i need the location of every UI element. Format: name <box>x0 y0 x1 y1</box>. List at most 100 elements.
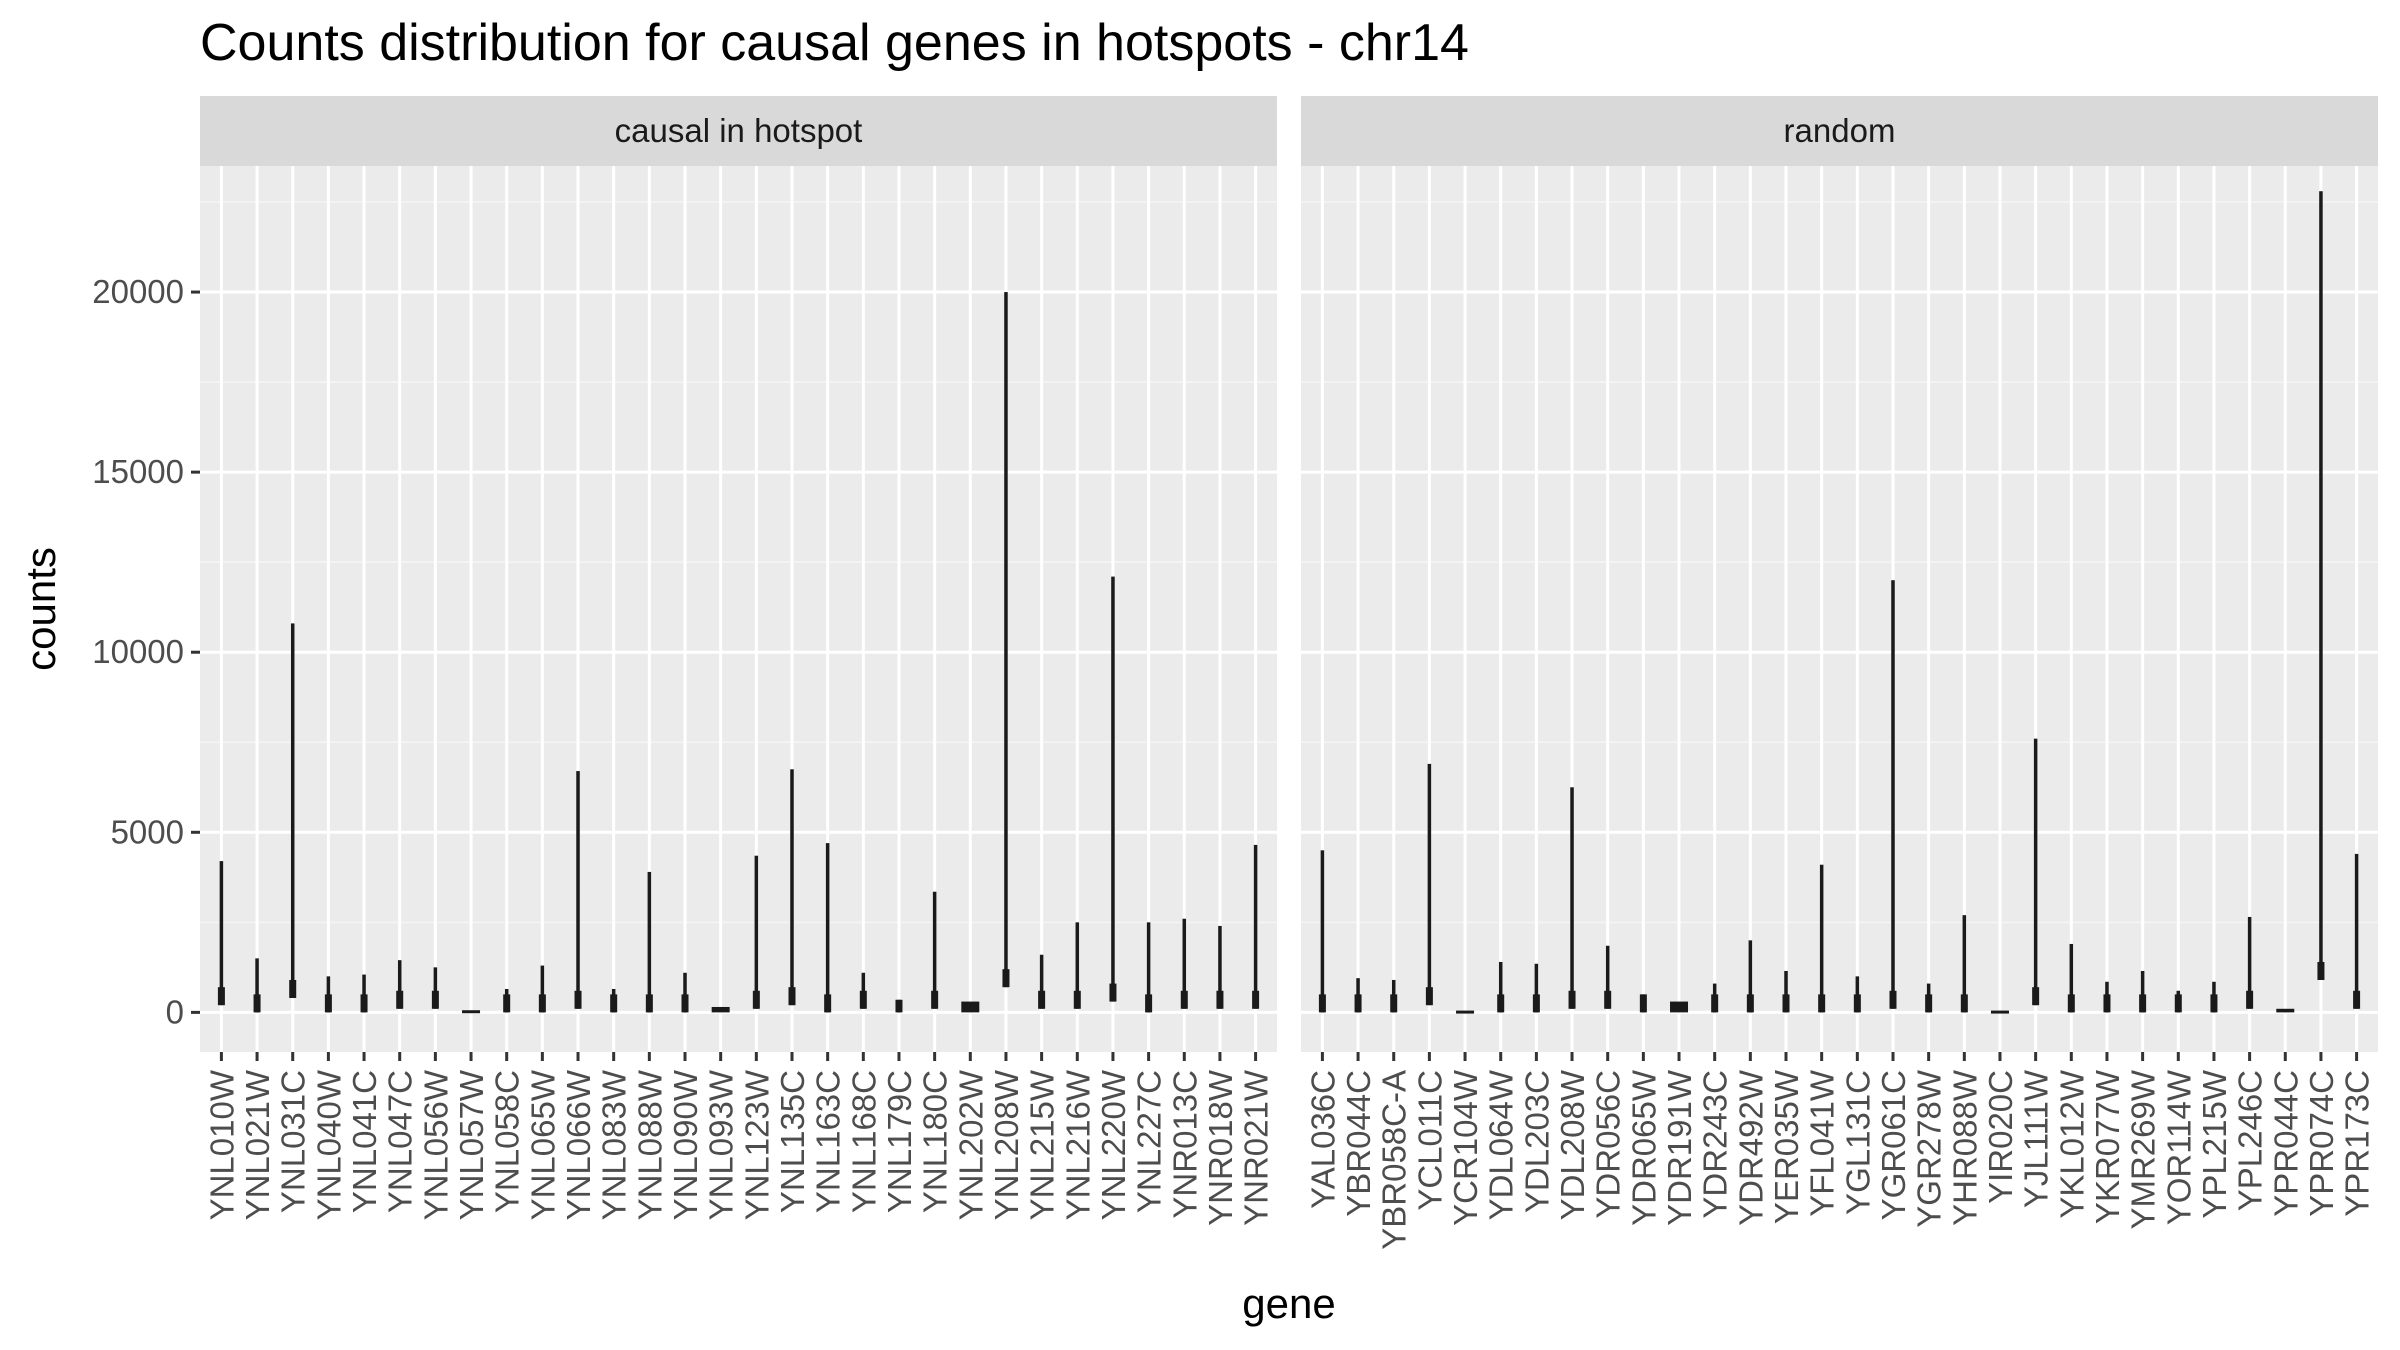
x-tick-label: YNL010W <box>203 1069 240 1220</box>
x-tick-label: YNR018W <box>1202 1069 1239 1226</box>
facet-strip-label: causal in hotspot <box>615 112 863 149</box>
violin-base-YNL227C <box>1145 994 1153 1013</box>
x-tick-label: YNL163C <box>810 1070 847 1213</box>
x-tick-label: YKR077W <box>2089 1069 2126 1224</box>
violin-base-YNL163C <box>824 994 832 1013</box>
violin-base-YNL065W <box>538 994 546 1013</box>
violin-base-YNL135C <box>788 987 796 1006</box>
violin-YNL163C <box>825 843 830 1013</box>
x-tick-label: YNL179C <box>881 1070 918 1213</box>
violin-base-YGR061C <box>1889 990 1897 1009</box>
violin-base-YNL056W <box>431 990 439 1009</box>
violin-base-YNL220W <box>1109 983 1117 1002</box>
x-tick-label: YBR044C <box>1340 1070 1377 1217</box>
x-tick-label: YPR044C <box>2267 1070 2304 1217</box>
violin-base-YAL036C <box>1318 994 1326 1013</box>
violin-base-YMR269W <box>2139 994 2147 1013</box>
x-tick-label: YFL041W <box>1804 1069 1841 1217</box>
violin-base-YNL047C <box>396 990 404 1009</box>
violin-YPL246C <box>2247 916 2252 1009</box>
violin-YAL036C <box>1320 850 1325 1013</box>
violin-base-YFL041W <box>1818 994 1826 1013</box>
x-axis-title: gene <box>1242 1280 1335 1327</box>
violin-YDL208W <box>1570 787 1574 1009</box>
violin-YGR061C <box>1891 580 1895 1009</box>
violin-base-YKR077W <box>2103 994 2111 1013</box>
violin-YHR088W <box>1962 915 1967 1013</box>
violin-YJL111W <box>2033 738 2038 1006</box>
violin-YDL064W <box>1498 961 1503 1013</box>
x-tick-label: YNL041C <box>346 1070 383 1213</box>
violin-base-YDR243C <box>1711 994 1719 1013</box>
violin-YNL208W <box>1004 292 1008 988</box>
x-tick-label: YNL047C <box>382 1070 419 1213</box>
x-tick-label: YDL203C <box>1518 1070 1555 1213</box>
violin-base-YBR044C <box>1354 994 1362 1013</box>
violin-base-YNL179C <box>895 999 903 1013</box>
violin-YNR018W <box>1218 925 1222 1009</box>
violin-base-YNL010W <box>217 987 225 1006</box>
x-tick-label: YNL202W <box>952 1069 989 1220</box>
violin-base-YNL208W <box>1002 969 1010 988</box>
violin-base-YDL064W <box>1497 994 1505 1013</box>
violin-YNL057W <box>462 1010 481 1014</box>
violin-YNL093W <box>711 1006 730 1013</box>
x-tick-label: YJL111W <box>2018 1069 2055 1208</box>
x-tick-label: YNL180C <box>917 1070 954 1213</box>
facet-strip <box>200 96 1277 166</box>
x-tick-label: YIR020C <box>1982 1070 2019 1204</box>
violin-base-YNL168C <box>859 990 867 1009</box>
violin-base-YPL215W <box>2210 994 2218 1013</box>
x-tick-label: YNL031C <box>275 1070 312 1213</box>
violin-base-YPR173C <box>2353 990 2361 1009</box>
violin-YNL040W <box>326 976 331 1013</box>
x-tick-label: YNL021W <box>239 1069 276 1220</box>
violin-YCL011C <box>1427 763 1432 1006</box>
facet-strip-label: random <box>1784 112 1896 149</box>
x-tick-label: YNL083W <box>596 1069 633 1220</box>
violin-base-YNL066W <box>574 990 582 1009</box>
x-tick-label: YNL135C <box>774 1070 811 1213</box>
violin-YNL227C <box>1146 922 1151 1013</box>
violin-base-YNL040W <box>324 994 332 1013</box>
x-tick-label: YNL220W <box>1095 1069 1132 1220</box>
panel-background <box>200 166 1277 1052</box>
x-tick-label: YGR061C <box>1875 1070 1912 1220</box>
x-tick-label: YNL057W <box>453 1069 490 1220</box>
violin-YDL203C <box>1534 963 1539 1013</box>
violin-YNR013C <box>1182 918 1187 1009</box>
x-tick-label: YPR173C <box>2339 1070 2376 1217</box>
violin-base-YER035W <box>1782 994 1790 1013</box>
violin-YNL180C <box>932 891 937 1009</box>
x-tick-label: YDR056C <box>1590 1070 1627 1219</box>
y-axis-title: counts <box>17 547 64 671</box>
panel-background <box>1301 166 2378 1052</box>
y-tick-label: 0 <box>166 993 184 1030</box>
violin-YDR056C <box>1605 945 1610 1009</box>
violin-base-YNL123W <box>752 990 760 1009</box>
x-tick-label: YOR114W <box>2160 1069 2197 1225</box>
x-tick-label: YNL208W <box>988 1069 1025 1220</box>
violin-base-YNL021W <box>253 994 261 1013</box>
violin-base-YNL216W <box>1073 990 1081 1009</box>
x-tick-label: YPL215W <box>2196 1069 2233 1218</box>
violin-base-YKL012W <box>2067 994 2075 1013</box>
x-tick-label: YDR191W <box>1661 1069 1698 1226</box>
x-tick-label: YNR021W <box>1238 1069 1275 1226</box>
x-tick-label: YDL208W <box>1554 1069 1591 1220</box>
violin-base-YNR018W <box>1216 990 1224 1009</box>
violin-base-YDR492W <box>1746 994 1754 1013</box>
x-tick-label: YAL036C <box>1304 1070 1341 1209</box>
y-tick-label: 15000 <box>92 453 184 490</box>
violin-base-YDR065W <box>1639 994 1647 1013</box>
x-tick-label: YPL246C <box>2232 1070 2269 1211</box>
x-tick-label: YNL123W <box>738 1069 775 1220</box>
violin-YNL216W <box>1075 922 1080 1009</box>
violin-YNL047C <box>397 960 402 1009</box>
violin-YNL123W <box>754 855 759 1009</box>
x-tick-label: YKL012W <box>2053 1069 2090 1218</box>
violin-YMR269W <box>2140 970 2145 1013</box>
violin-YNL202W <box>961 1001 980 1013</box>
violin-base-YNL041C <box>360 994 368 1013</box>
